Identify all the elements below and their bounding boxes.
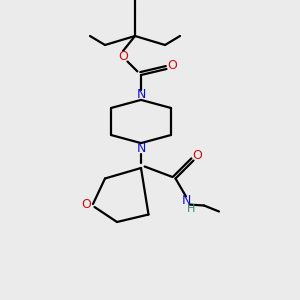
Text: N: N <box>136 88 146 101</box>
Text: O: O <box>82 197 91 211</box>
Text: O: O <box>192 149 202 163</box>
Text: N: N <box>136 142 146 155</box>
Text: O: O <box>118 50 128 64</box>
Text: N: N <box>181 194 191 208</box>
Text: H: H <box>187 204 196 214</box>
Text: O: O <box>167 59 177 72</box>
